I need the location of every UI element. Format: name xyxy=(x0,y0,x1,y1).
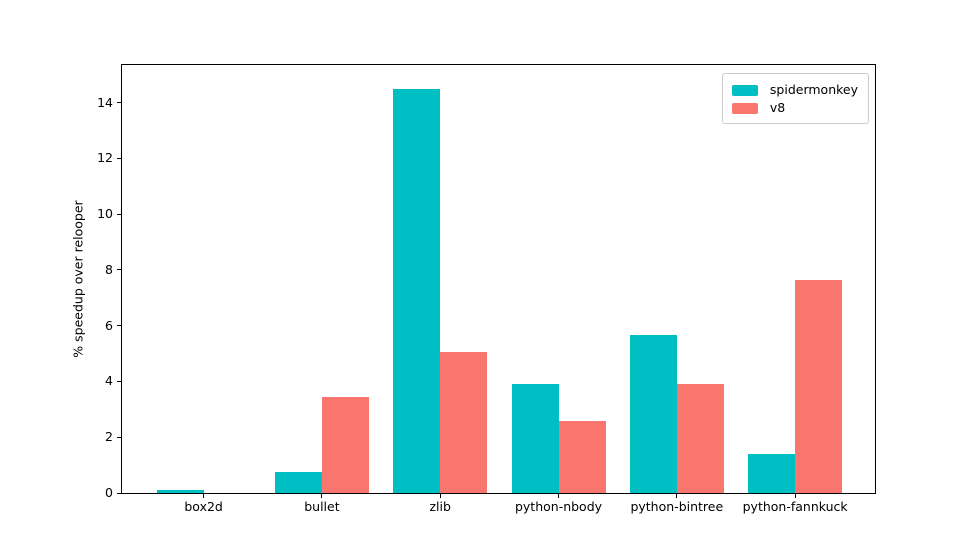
bar-v8-zlib xyxy=(440,352,488,493)
bar-spidermonkey-python-bintree xyxy=(629,335,677,493)
legend-item-v8: v8 xyxy=(731,99,858,117)
y-tick-label: 8 xyxy=(105,261,113,277)
bar-spidermonkey-zlib xyxy=(393,89,441,493)
x-tick-mark xyxy=(439,494,441,498)
bar-spidermonkey-python-fannkuck xyxy=(748,454,796,493)
legend-label-spidermonkey: spidermonkey xyxy=(769,82,858,97)
y-tick-label: 6 xyxy=(105,317,113,333)
bar-v8-python-fannkuck xyxy=(795,280,843,493)
y-tick-mark xyxy=(117,269,121,271)
plot-area: spidermonkey v8 xyxy=(121,64,876,494)
bar-spidermonkey-box2d xyxy=(156,490,204,493)
y-tick-label: 10 xyxy=(97,206,113,222)
x-tick-mark xyxy=(676,494,678,498)
y-tick-mark xyxy=(117,380,121,382)
x-tick-label: python-nbody xyxy=(514,499,603,514)
x-tick-label: bullet xyxy=(304,499,340,514)
x-tick-label: zlib xyxy=(429,499,451,514)
y-tick-mark xyxy=(117,157,121,159)
x-tick-mark xyxy=(203,494,205,498)
bar-v8-python-bintree xyxy=(676,384,724,493)
y-tick-label: 2 xyxy=(105,429,113,445)
legend: spidermonkey v8 xyxy=(721,73,869,124)
bar-spidermonkey-python-nbody xyxy=(511,384,559,493)
bar-v8-python-nbody xyxy=(558,421,606,493)
x-tick-mark xyxy=(321,494,323,498)
y-tick-label: 12 xyxy=(97,150,113,166)
legend-label-v8: v8 xyxy=(769,100,786,115)
legend-swatch-spidermonkey xyxy=(731,84,758,96)
y-tick-mark xyxy=(117,325,121,327)
x-tick-label: box2d xyxy=(184,499,223,514)
y-tick-mark xyxy=(117,492,121,494)
y-tick-label: 14 xyxy=(97,94,113,110)
y-tick-label: 4 xyxy=(105,373,113,389)
y-tick-mark xyxy=(117,213,121,215)
bar-v8-bullet xyxy=(321,397,369,493)
legend-item-spidermonkey: spidermonkey xyxy=(731,81,858,99)
x-tick-mark xyxy=(558,494,560,498)
x-tick-label: python-fannkuck xyxy=(742,499,848,514)
x-tick-label: python-bintree xyxy=(630,499,724,514)
y-tick-label: 0 xyxy=(105,485,113,500)
x-tick-mark xyxy=(794,494,796,498)
y-tick-mark xyxy=(117,436,121,438)
y-axis-label: % speedup over relooper xyxy=(70,200,86,358)
y-tick-mark xyxy=(117,102,121,104)
bar-spidermonkey-bullet xyxy=(274,472,322,493)
legend-swatch-v8 xyxy=(731,102,758,114)
